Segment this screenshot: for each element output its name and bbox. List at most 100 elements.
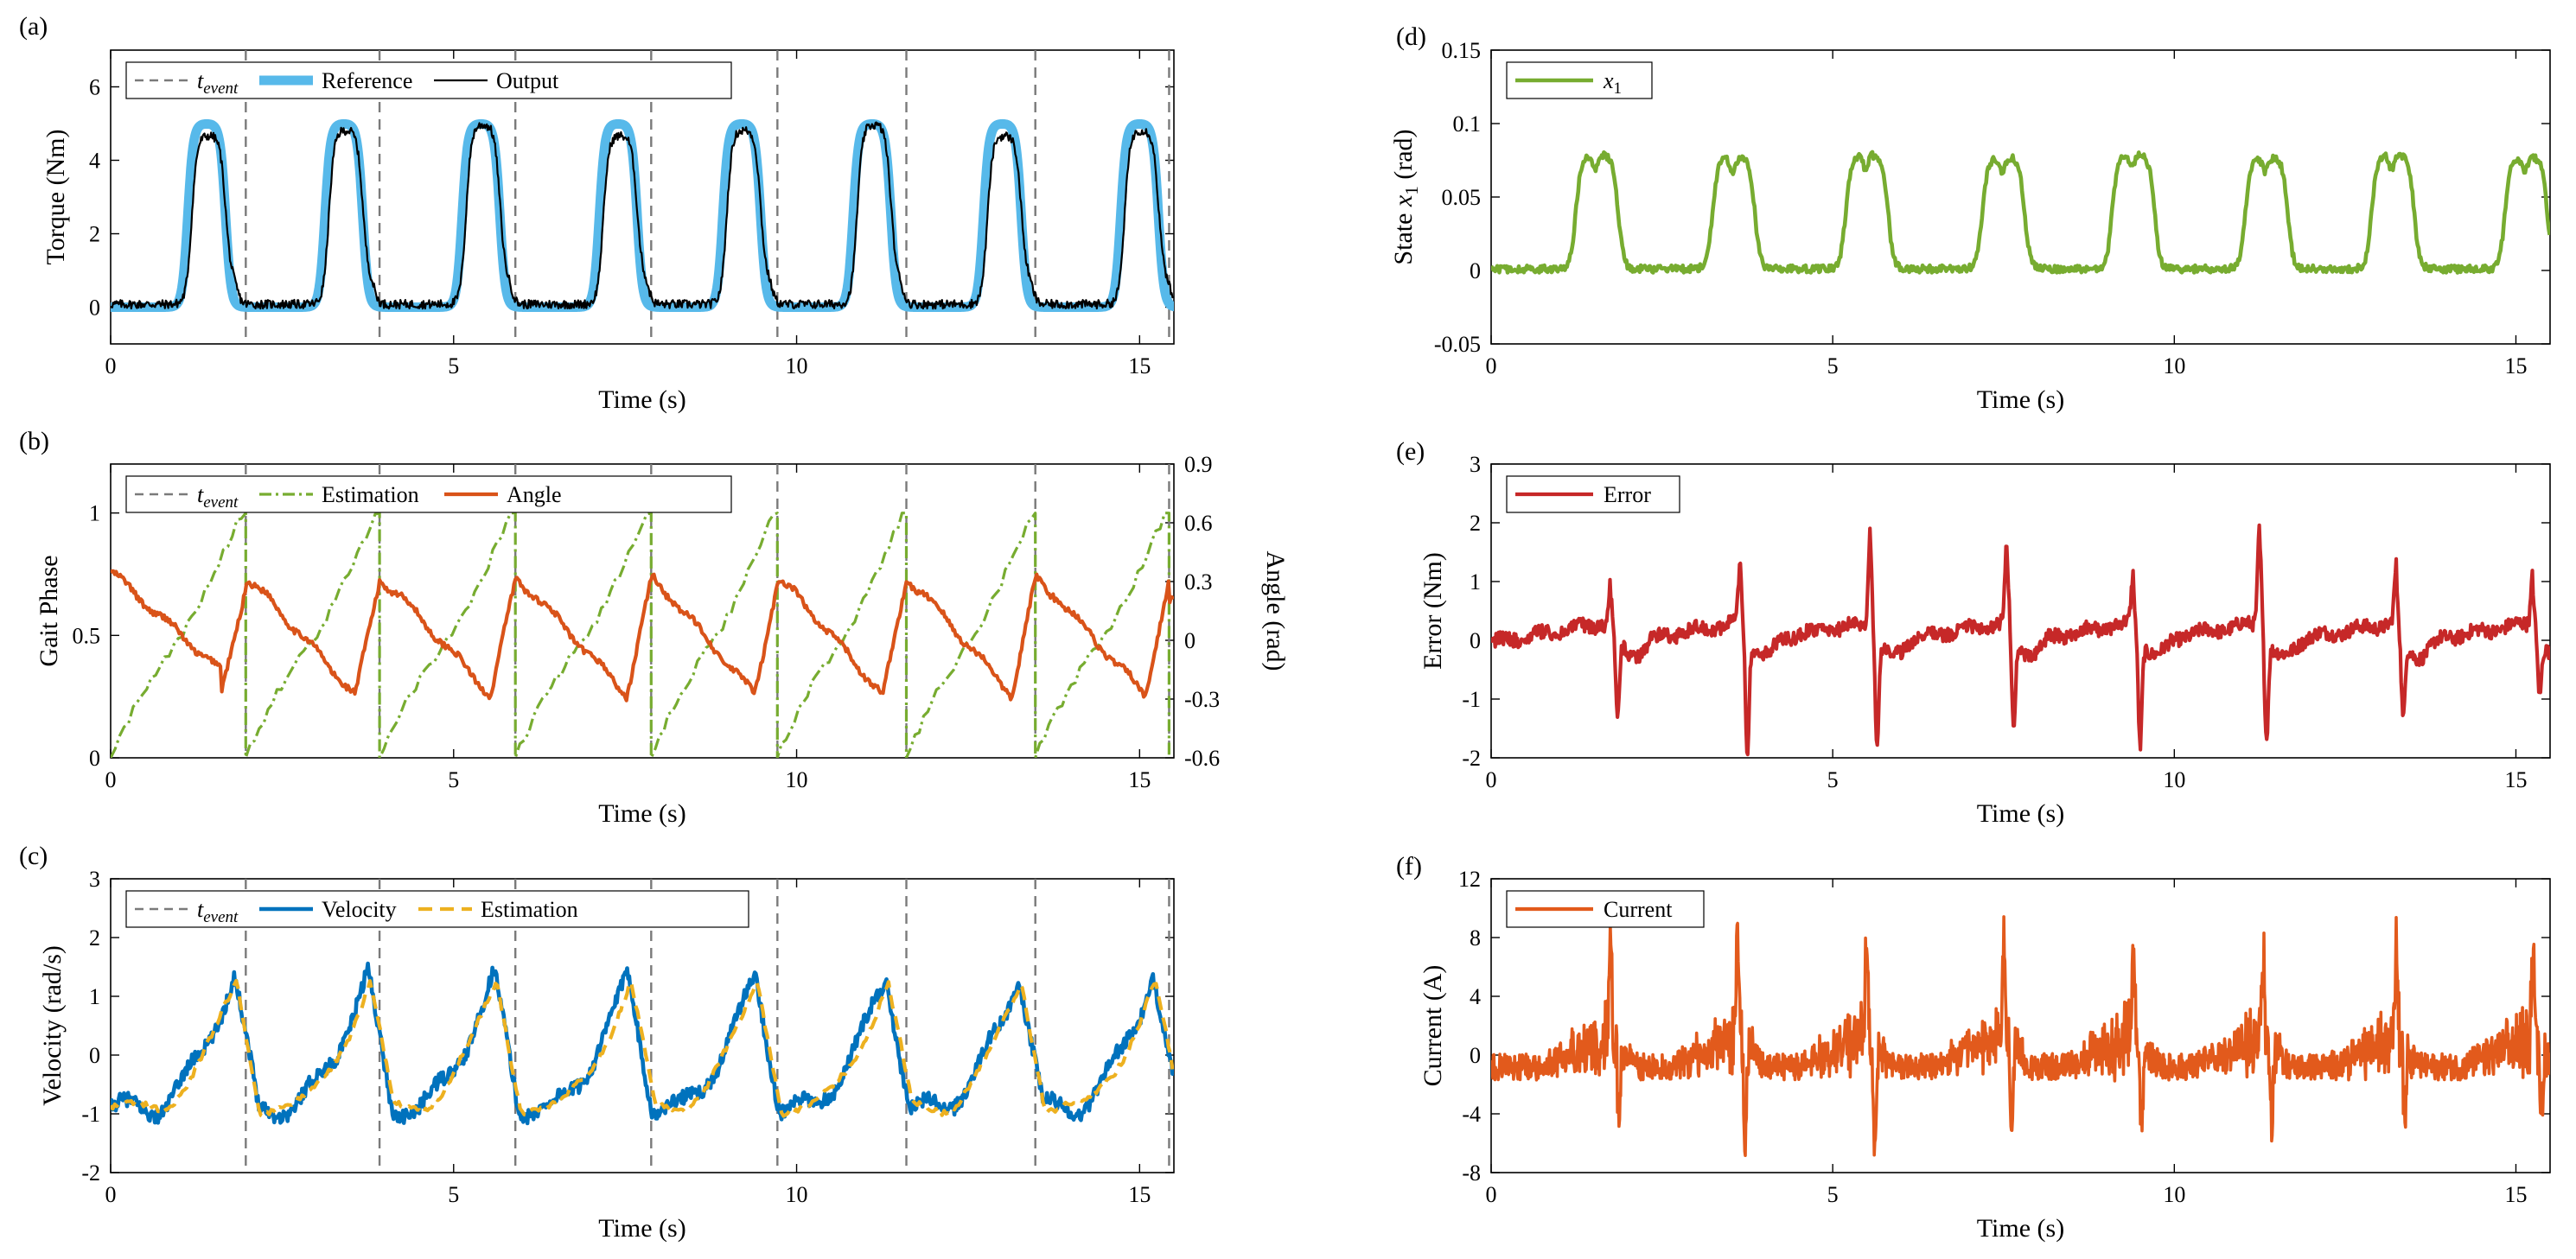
x-tick-label: 15 xyxy=(2504,767,2527,792)
x-tick-label: 10 xyxy=(2163,767,2185,792)
y-tick-label: 0.05 xyxy=(1442,185,1482,210)
y-tick-label: -2 xyxy=(1462,746,1481,771)
legend xyxy=(125,475,732,513)
angle-line xyxy=(111,569,1174,703)
y-tick-label: 0 xyxy=(89,296,100,321)
panel-label: (b) xyxy=(19,427,49,455)
y-tick-label: 2 xyxy=(1470,511,1481,536)
legend-label: Estimation xyxy=(481,897,578,922)
y-axis-label: Error (Nm) xyxy=(1419,552,1447,670)
x-tick-label: 10 xyxy=(2163,353,2185,378)
x-tick-label: 15 xyxy=(2504,353,2527,378)
x-axis-label: Time (s) xyxy=(598,799,685,828)
x-tick-label: 5 xyxy=(448,353,459,378)
legend-label: Estimation xyxy=(322,482,419,507)
panel-label: (c) xyxy=(19,842,48,870)
x-tick-label: 0 xyxy=(1486,1182,1497,1207)
legend xyxy=(125,890,749,928)
phase-estimation-line xyxy=(111,512,1170,758)
velocity-estimation-line xyxy=(111,978,1174,1119)
y-tick-label: 1 xyxy=(89,501,100,526)
legend-label: tevent xyxy=(197,482,239,512)
y-tick-label: 0.1 xyxy=(1453,111,1482,137)
y-tick-label: 12 xyxy=(1458,867,1481,892)
x-tick-label: 10 xyxy=(786,353,808,378)
x-axis-label: Time (s) xyxy=(598,385,685,414)
y-right-tick-label: 0.9 xyxy=(1184,452,1213,477)
y-tick-label: 0 xyxy=(1470,258,1481,283)
output-line xyxy=(111,121,1174,310)
y-right-tick-label: 0.6 xyxy=(1184,511,1213,536)
x-tick-label: 10 xyxy=(786,1182,808,1207)
x-tick-label: 5 xyxy=(448,1182,459,1207)
legend-label: tevent xyxy=(197,897,239,926)
y-tick-label: 8 xyxy=(1470,925,1481,951)
legend-label: x1 xyxy=(1603,68,1622,98)
x-tick-label: 15 xyxy=(2504,1182,2527,1207)
panel-a: 0 5 10 15 0 2 4 6 tevent Reference Output Time (s) T… xyxy=(19,12,1175,414)
panel-f: 0 5 10 15 -8 -4 0 4 8 12 Current Time (s) Current (A… xyxy=(1396,852,2551,1243)
panel-e: 0 5 10 15 -2 -1 0 1 2 3 Error Time (s) Error (Nm) (e) xyxy=(1396,437,2551,828)
x-tick-label: 10 xyxy=(2163,1182,2185,1207)
x-axis-label: Time (s) xyxy=(1977,799,2064,828)
x-axis-label: Time (s) xyxy=(1977,385,2064,414)
y-tick-label: -8 xyxy=(1462,1160,1481,1186)
legend-label: Reference xyxy=(322,68,412,93)
y-tick-label: 0.15 xyxy=(1442,38,1482,63)
y-tick-label: 0 xyxy=(1470,1043,1481,1068)
axes-box xyxy=(110,878,1175,1173)
y-right-axis-label: Angle (rad) xyxy=(1261,550,1290,671)
y-tick-label: 6 xyxy=(89,75,100,100)
y-tick-label: 1 xyxy=(1470,569,1481,595)
panel-label: (d) xyxy=(1396,22,1426,51)
legend-label: Angle xyxy=(507,482,562,507)
x-tick-label: 0 xyxy=(1486,767,1497,792)
x1-line xyxy=(1491,149,2550,275)
y-tick-label: 0 xyxy=(89,1043,100,1068)
legend-label: Output xyxy=(496,68,559,93)
y-tick-label: 1 xyxy=(89,984,100,1009)
x-tick-label: 5 xyxy=(1827,1182,1839,1207)
y-tick-label: -1 xyxy=(81,1102,100,1127)
x-tick-label: 15 xyxy=(1128,353,1151,378)
panel-c: 0 5 10 15 -2 -1 0 1 2 3 tevent Velocity Estimation Ti… xyxy=(19,842,1175,1243)
x-tick-label: 0 xyxy=(1486,353,1497,378)
y-tick-label: 4 xyxy=(1470,984,1481,1009)
axes-box xyxy=(1490,878,2551,1173)
y-tick-label: 2 xyxy=(89,222,100,247)
y-right-tick-label: 0.3 xyxy=(1184,569,1213,595)
y-tick-label: -2 xyxy=(81,1160,100,1186)
panel-label: (e) xyxy=(1396,437,1425,466)
x-tick-label: 0 xyxy=(105,1182,117,1207)
y-tick-label: 4 xyxy=(89,149,100,174)
y-right-tick-label: -0.6 xyxy=(1184,746,1220,771)
legend-label: Error xyxy=(1604,482,1651,507)
y-tick-label: 3 xyxy=(89,867,100,892)
axes-box xyxy=(110,463,1175,759)
y-axis-label: Gait Phase xyxy=(35,555,63,666)
y-axis-label: Torque (Nm) xyxy=(41,129,70,264)
y-axis-label: Velocity (rad/s) xyxy=(38,945,67,1106)
axes-box xyxy=(1490,463,2551,759)
panel-b: 0 5 10 15 0 0.5 1 -0.6 -0.3 0 0.3 0.6 0.9 tevent Estim… xyxy=(19,427,1290,828)
legend-label: Current xyxy=(1604,897,1673,922)
x-tick-label: 5 xyxy=(1827,353,1839,378)
y-tick-label: -1 xyxy=(1462,687,1481,712)
y-tick-label: -4 xyxy=(1462,1102,1481,1127)
y-axis-label: Current (A) xyxy=(1419,965,1447,1087)
velocity-line xyxy=(111,961,1174,1126)
y-right-tick-label: 0 xyxy=(1184,628,1196,653)
panel-label: (f) xyxy=(1396,852,1422,881)
x-tick-label: 15 xyxy=(1128,767,1151,792)
x-tick-label: 5 xyxy=(448,767,459,792)
y-tick-label: 2 xyxy=(89,925,100,951)
x-tick-label: 5 xyxy=(1827,767,1839,792)
y-tick-label: 0 xyxy=(89,746,100,771)
y-tick-label: 0 xyxy=(1470,628,1481,653)
current-line xyxy=(1491,915,2550,1157)
panel-label: (a) xyxy=(19,12,48,41)
x-axis-label: Time (s) xyxy=(598,1214,685,1243)
x-tick-label: 0 xyxy=(105,767,117,792)
